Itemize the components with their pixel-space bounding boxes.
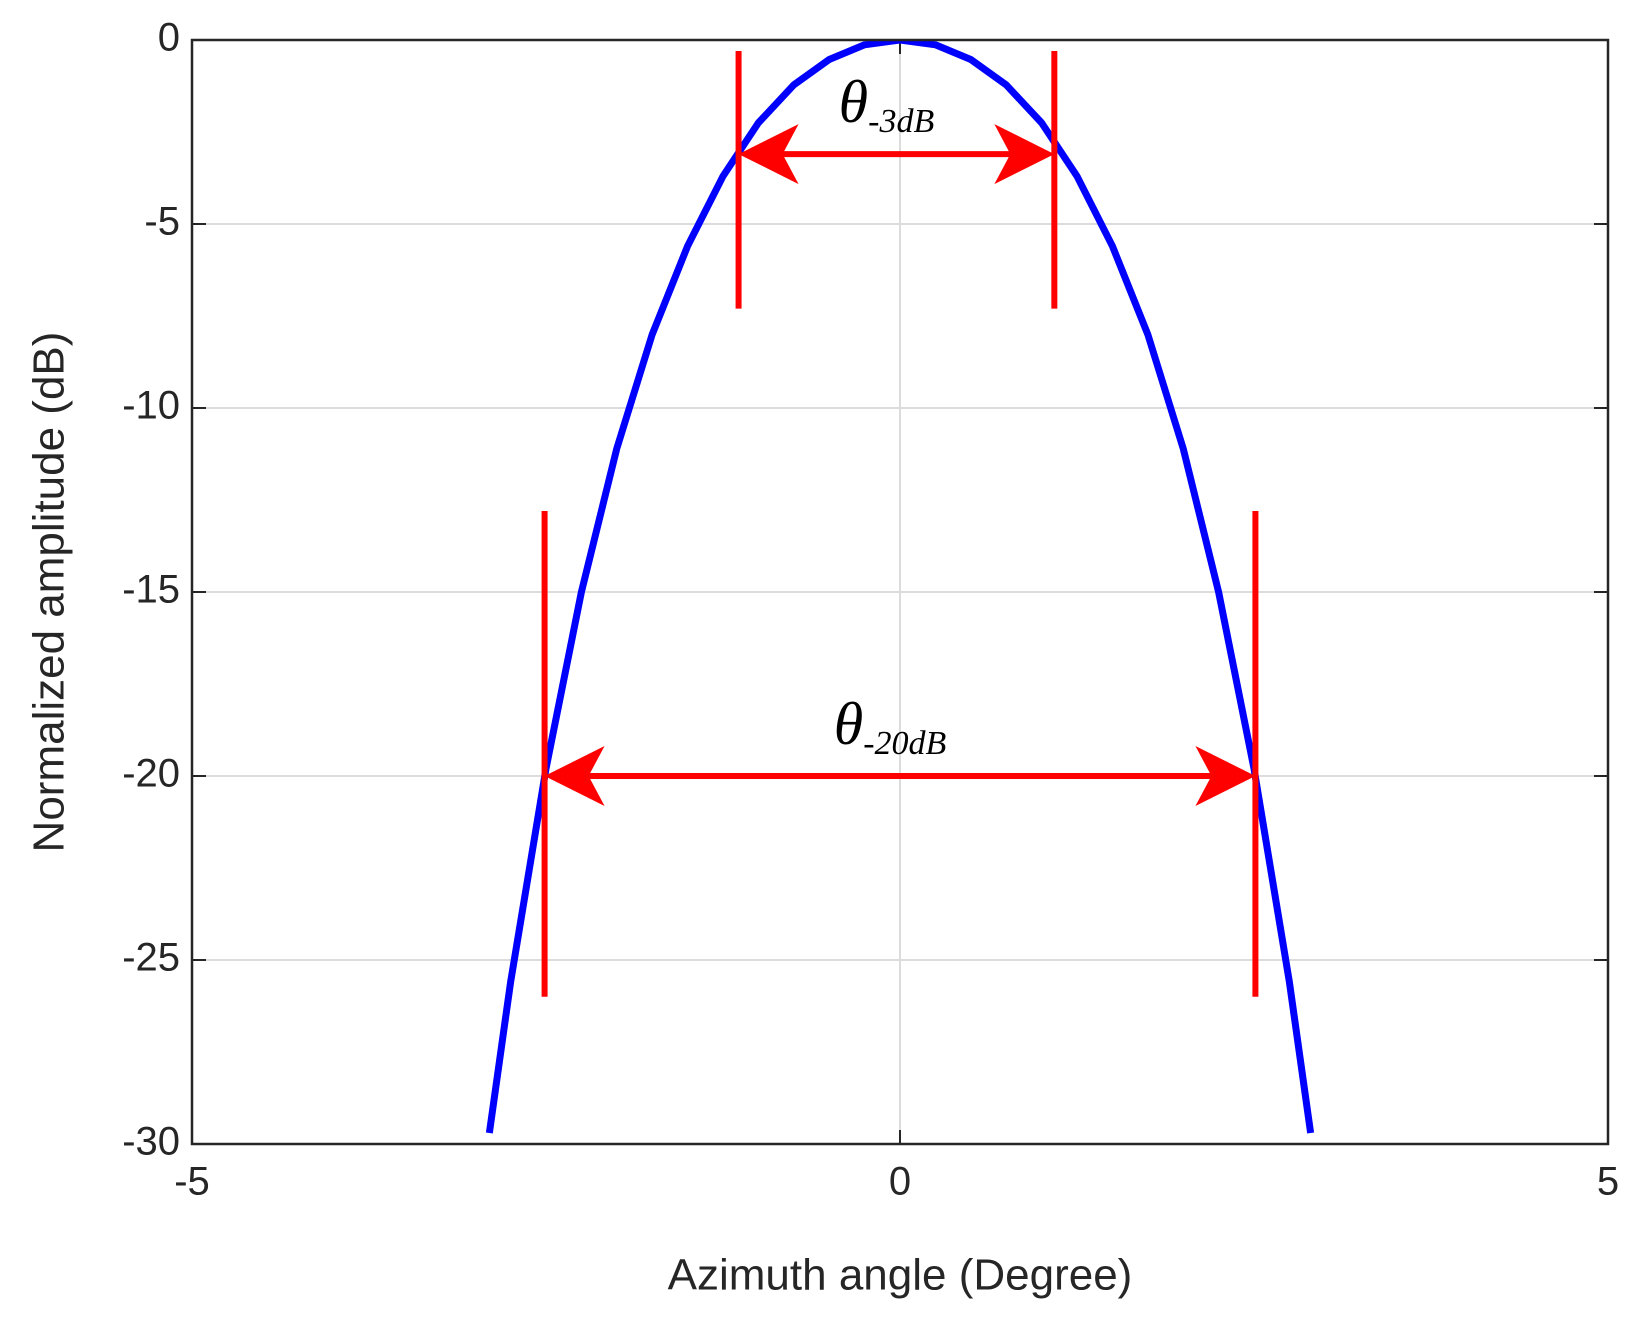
annotation-subscript: -20dB (863, 725, 946, 762)
x-tick-label: -5 (174, 1160, 210, 1204)
x-tick-label: 5 (1597, 1160, 1619, 1204)
series-line (485, 40, 1315, 1134)
x-tick-label: 0 (889, 1160, 911, 1204)
annotation-label: θ-20dB (834, 691, 947, 762)
arrow-head (738, 124, 799, 185)
arrow-head (544, 746, 605, 806)
x-axis-label: Azimuth angle (Degree) (668, 1251, 1133, 1300)
annotation-symbol: θ (834, 691, 863, 757)
arrow-head (1195, 746, 1256, 806)
arrow-head (994, 124, 1055, 185)
axes-box (190, 38, 1610, 1146)
series-group (485, 40, 1315, 1134)
y-tick-label: 0 (158, 16, 180, 60)
y-tick-label: -15 (122, 568, 180, 612)
y-tick-label: -5 (144, 200, 180, 244)
annotation-label: θ-3dB (839, 69, 935, 140)
annotation-symbol: θ (839, 69, 868, 135)
y-axis-label: Normalized amplitude (dB) (25, 332, 74, 853)
y-tick-label: -25 (122, 936, 180, 980)
y-tick-label: -20 (122, 752, 180, 796)
annotation-subscript: -3dB (868, 103, 934, 140)
y-tick-label: -10 (122, 384, 180, 428)
y-tick-label: -30 (122, 1120, 180, 1164)
